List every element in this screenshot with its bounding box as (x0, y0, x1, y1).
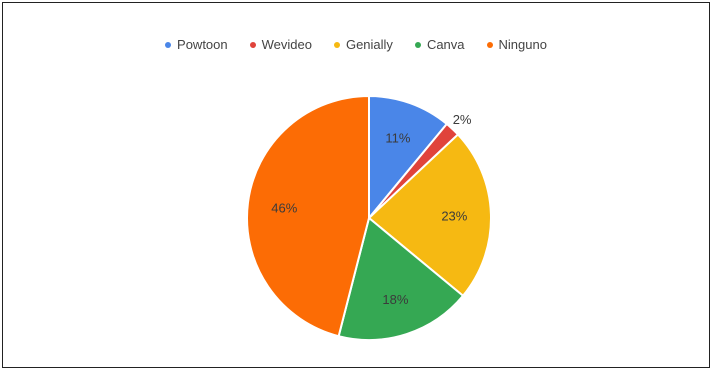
legend-swatch-wevideo (249, 41, 256, 48)
legend-swatch-ninguno (486, 41, 493, 48)
legend-item-ninguno: Ninguno (486, 37, 547, 52)
legend-item-genially: Genially (333, 37, 393, 52)
legend-label-genially: Genially (345, 37, 393, 52)
legend-label-powtoon: Powtoon (177, 37, 228, 52)
slice-label-powtoon: 11% (385, 131, 410, 146)
chart-legend: Powtoon Wevideo Genially Canva Ninguno (3, 37, 709, 52)
legend-label-ninguno: Ninguno (498, 37, 547, 52)
pie-slice-canva (337, 216, 465, 341)
legend-swatch-genially (333, 41, 340, 48)
slice-label-genially: 23% (441, 208, 467, 223)
legend-swatch-canva (414, 41, 421, 48)
legend-label-wevideo: Wevideo (261, 37, 312, 52)
slice-label-ninguno: 46% (271, 200, 297, 215)
pie-slice-powtoon (368, 94, 449, 221)
pie-slice-genially (367, 133, 492, 298)
chart-frame: Powtoon Wevideo Genially Canva Ninguno 1… (2, 2, 710, 368)
legend-swatch-powtoon (165, 41, 172, 48)
pie-chart: 11% 2% 23% 18% 46% (246, 94, 492, 341)
legend-item-powtoon: Powtoon (165, 37, 228, 52)
legend-item-wevideo: Wevideo (249, 37, 312, 52)
pie-slice-ninguno (246, 94, 370, 338)
slice-label-canva: 18% (382, 292, 408, 307)
legend-label-canva: Canva (426, 37, 465, 52)
legend-item-canva: Canva (414, 37, 465, 52)
slice-label-wevideo: 2% (453, 112, 472, 127)
